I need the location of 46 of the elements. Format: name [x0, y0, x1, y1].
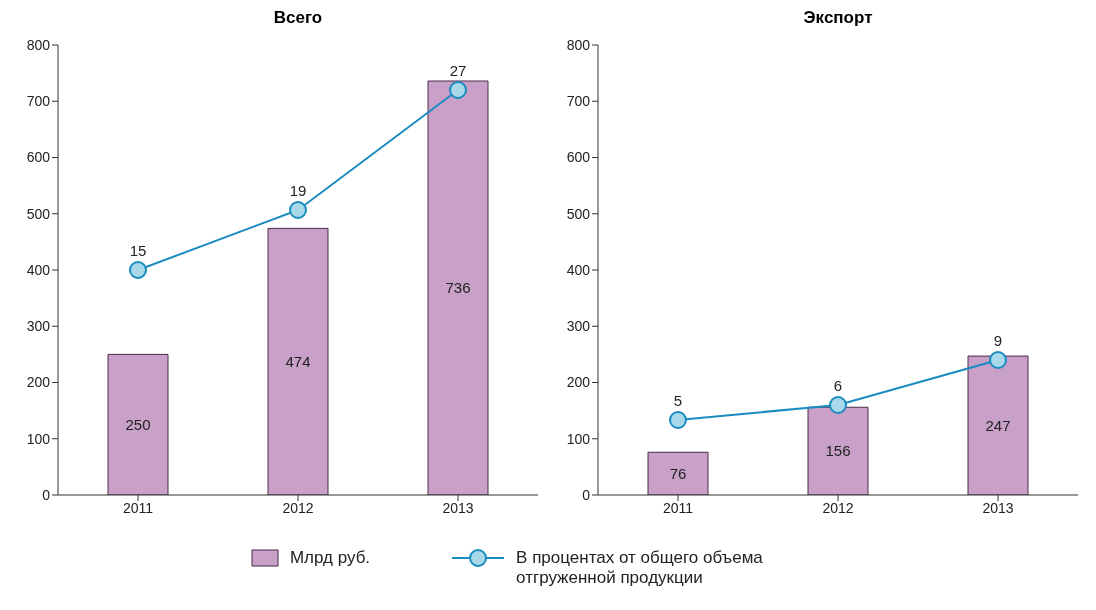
y-tick-label: 100	[566, 430, 591, 447]
data-label: 27	[449, 62, 467, 79]
x-tick-label: 2012	[282, 499, 314, 516]
y-tick-label: 200	[566, 374, 591, 391]
x-tick-label: 2011	[122, 499, 154, 516]
x-tick-label: 2012	[822, 499, 854, 516]
x-tick-label: 2011	[662, 499, 694, 516]
y-tick-label: 0	[582, 486, 591, 503]
y-tick-label: 800	[26, 36, 51, 53]
y-tick-label: 400	[566, 261, 591, 278]
y-tick-label: 600	[26, 149, 51, 166]
data-label: 5	[673, 392, 683, 409]
y-tick-label: 100	[26, 430, 51, 447]
bar	[427, 80, 489, 495]
data-label: 474	[285, 353, 311, 371]
y-tick-label: 0	[42, 486, 51, 503]
x-tick-label: 2013	[982, 499, 1014, 516]
bar	[647, 451, 709, 495]
data-label: 247	[985, 416, 1011, 434]
data-label: 156	[825, 442, 851, 460]
bar	[267, 227, 329, 495]
y-tick-label: 300	[26, 318, 51, 335]
y-tick-label: 400	[26, 261, 51, 278]
bar	[967, 355, 1029, 495]
y-tick-label: 700	[26, 93, 51, 110]
data-label: 19	[289, 182, 307, 199]
y-tick-label: 700	[566, 93, 591, 110]
y-tick-label: 500	[26, 205, 51, 222]
y-tick-label: 600	[566, 149, 591, 166]
x-tick-label: 2013	[442, 499, 474, 516]
data-label: 6	[833, 377, 843, 394]
y-tick-label: 800	[566, 36, 591, 53]
data-label: 736	[445, 279, 471, 297]
data-label: 250	[125, 416, 151, 434]
data-label: 9	[993, 332, 1003, 349]
bar	[807, 406, 869, 495]
y-tick-label: 200	[26, 374, 51, 391]
y-tick-label: 300	[566, 318, 591, 335]
data-label: 15	[129, 242, 147, 259]
legend-label: Млрд руб.	[289, 548, 371, 568]
bar	[107, 353, 169, 495]
data-label: 76	[669, 464, 687, 482]
chart-title: Всего	[272, 8, 324, 29]
y-tick-label: 500	[566, 205, 591, 222]
legend-label: В процентах от общего объема отгруженной продукции	[516, 548, 764, 588]
chart-title: Экспорт	[802, 8, 874, 29]
